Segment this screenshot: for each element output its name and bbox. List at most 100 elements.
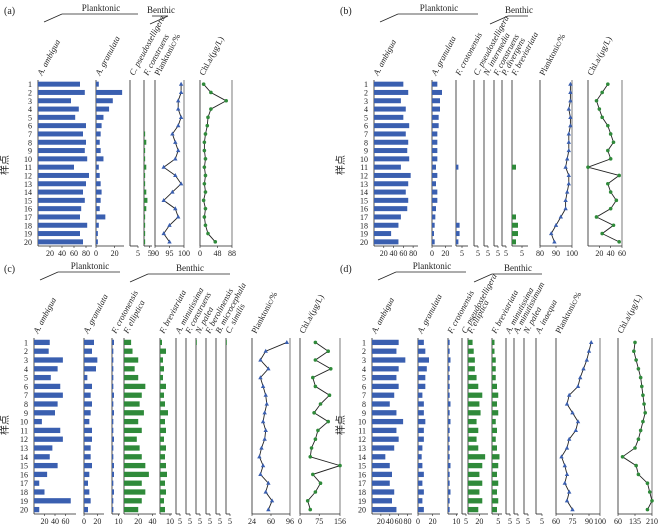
sample-tick-label: 3 <box>364 97 368 106</box>
tick-label: 95 <box>166 249 174 258</box>
line-point <box>597 107 602 111</box>
group-bracket <box>129 273 149 283</box>
line-point <box>311 472 315 477</box>
bar <box>112 401 114 407</box>
bar <box>374 81 404 87</box>
tick-label: 20 <box>595 249 603 258</box>
series-name: Chl.a/(μg/L) <box>297 293 326 335</box>
bar <box>84 401 92 407</box>
line-point <box>633 446 637 450</box>
bar <box>34 506 40 513</box>
line-point <box>600 115 604 120</box>
line-point <box>161 197 166 202</box>
bar <box>34 427 61 434</box>
bar <box>512 214 516 220</box>
bar <box>34 454 50 460</box>
line-point <box>559 454 564 459</box>
sample-tick-label: 5 <box>24 374 28 383</box>
bar <box>468 427 479 434</box>
series-name: A. granulata <box>92 34 121 78</box>
bar <box>374 222 399 228</box>
line-point <box>564 401 570 406</box>
line-point <box>600 231 604 236</box>
tick-label: 5 <box>188 517 192 526</box>
series-line <box>307 342 342 510</box>
bar <box>418 348 426 354</box>
bar <box>492 374 496 381</box>
tick-label: 5 <box>198 517 202 526</box>
tick-label: 5 <box>526 517 530 526</box>
sample-tick-label: 3 <box>24 356 28 365</box>
sample-tick-label: 19 <box>360 230 368 239</box>
bar <box>492 348 495 354</box>
line-point <box>575 419 581 424</box>
panel-d: (d)样点1234567891011121314151617181920Plan… <box>334 261 658 526</box>
bar <box>418 506 424 513</box>
bar <box>84 454 91 460</box>
bar <box>372 418 404 425</box>
tick-label: 40 <box>607 249 615 258</box>
bar <box>448 366 450 372</box>
bar <box>372 374 397 381</box>
line-point <box>176 214 181 219</box>
line-point <box>606 148 610 153</box>
bar <box>112 410 114 416</box>
bar <box>160 401 165 407</box>
bar <box>492 357 496 363</box>
line-point <box>338 463 342 468</box>
tick-label: 5 <box>496 249 500 258</box>
sample-tick-label: 17 <box>358 479 366 488</box>
bar <box>374 98 401 104</box>
bar <box>492 506 497 513</box>
bar <box>144 181 146 187</box>
bar <box>374 206 408 212</box>
line-point <box>176 98 181 103</box>
bar <box>196 339 197 346</box>
sample-tick-label: 4 <box>364 105 368 114</box>
group-bracket <box>377 271 397 281</box>
bar <box>96 222 99 228</box>
bar <box>34 498 71 504</box>
bar <box>84 427 92 434</box>
bar <box>418 445 423 451</box>
group-bracket <box>39 271 59 281</box>
sample-tick-label: 12 <box>20 435 28 444</box>
bar <box>468 366 475 372</box>
line-point <box>259 445 264 450</box>
bar <box>84 445 91 451</box>
bar <box>38 81 80 87</box>
line-point <box>642 402 646 406</box>
bar <box>84 383 92 390</box>
sample-tick-label: 9 <box>362 409 366 418</box>
bar <box>374 114 404 120</box>
line-point <box>634 358 638 362</box>
bar <box>226 339 227 346</box>
bar <box>468 410 481 416</box>
tick-label: 80 <box>409 249 417 258</box>
bar <box>38 148 85 154</box>
line-point <box>313 490 318 494</box>
bar <box>160 489 166 495</box>
tick-label: 40 <box>386 517 394 526</box>
column-planktonic-: Planktonic/% 24 60 96 <box>248 290 294 526</box>
bar <box>124 401 140 407</box>
bar <box>160 436 164 442</box>
sample-tick-label: 7 <box>362 391 366 400</box>
line-point <box>328 367 333 371</box>
bar <box>448 427 450 434</box>
bar <box>456 239 459 245</box>
line-point <box>318 402 323 406</box>
tick-label: 90 <box>552 249 560 258</box>
bar <box>34 374 51 381</box>
sample-tick-label: 11 <box>24 163 32 172</box>
bar <box>418 462 423 469</box>
line-point <box>203 157 208 161</box>
line-point <box>203 190 208 194</box>
bar <box>38 181 86 187</box>
bar <box>448 339 450 346</box>
bar <box>372 357 406 363</box>
bar <box>160 366 164 372</box>
tick-label: 0 <box>82 517 86 526</box>
sample-tick-label: 7 <box>28 130 32 139</box>
